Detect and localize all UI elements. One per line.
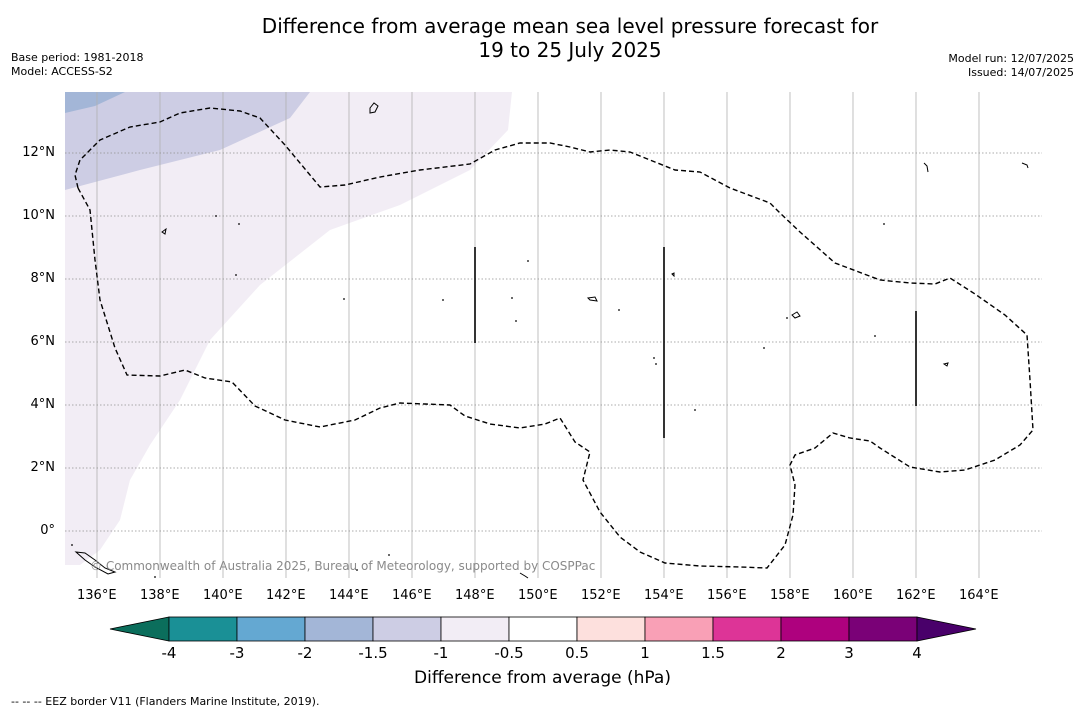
boundary-segments	[474, 247, 917, 438]
colorbar-tick-label: -1.5	[358, 644, 388, 662]
colorbar-tick-label: 2	[776, 644, 786, 662]
colorbar-tick-label: -3	[229, 644, 245, 662]
colorbar-high-extend	[916, 616, 977, 642]
grid-lon	[96, 92, 980, 578]
colorbar-bin-5	[440, 616, 510, 642]
meta-left: Base period: 1981-2018 Model: ACCESS-S2	[11, 51, 143, 79]
lon-label-138: 138°E	[140, 588, 180, 603]
lon-label-148: 148°E	[455, 588, 495, 603]
colorbar-tick-label: -1	[433, 644, 449, 662]
lon-label-140: 140°E	[203, 588, 243, 603]
colorbar-tick-label: -4	[161, 644, 177, 662]
meta-right: Model run: 12/07/2025 Issued: 14/07/2025	[948, 52, 1074, 80]
model-name: Model: ACCESS-S2	[11, 65, 113, 78]
lat-label-10n: 10°N	[22, 208, 55, 223]
colorbar-tick-label: 1.5	[701, 644, 725, 662]
colorbar-tick-label: 1	[640, 644, 650, 662]
eez-border	[74, 107, 1034, 569]
lat-label-0: 0°	[40, 523, 55, 538]
lon-label-158: 158°E	[770, 588, 810, 603]
colorbar-bin-7	[576, 616, 646, 642]
colorbar-bin-10	[780, 616, 850, 642]
model-run: Model run: 12/07/2025	[948, 52, 1074, 65]
island-dots	[71, 215, 885, 578]
colorbar-tick-label: 4	[912, 644, 922, 662]
lon-label-160: 160°E	[833, 588, 873, 603]
colorbar-tick-label: 3	[844, 644, 854, 662]
lat-label-8n: 8°N	[30, 271, 56, 286]
anomaly-region-light	[65, 92, 512, 565]
issued-date: Issued: 14/07/2025	[967, 66, 1074, 79]
lat-label-4n: 4°N	[30, 397, 56, 412]
colorbar-low-extend	[109, 616, 170, 642]
map-title: Difference from average mean sea level p…	[200, 14, 940, 62]
lat-label-2n: 2°N	[30, 460, 56, 475]
colorbar-tick-label: -0.5	[494, 644, 524, 662]
colorbar-bin-4	[372, 616, 442, 642]
title-line-1: Difference from average mean sea level p…	[261, 14, 879, 38]
anomaly-region-mid	[65, 92, 310, 190]
colorbar-bin-1	[168, 616, 238, 642]
colorbar-tick-label: -2	[297, 644, 313, 662]
lat-label-12n: 12°N	[22, 145, 55, 160]
lon-label-146: 146°E	[392, 588, 432, 603]
lon-label-150: 150°E	[518, 588, 558, 603]
colorbar-bin-2	[236, 616, 306, 642]
lon-label-162: 162°E	[896, 588, 936, 603]
lon-label-136: 136°E	[77, 588, 117, 603]
colorbar-bin-11	[848, 616, 918, 642]
lon-label-164: 164°E	[959, 588, 999, 603]
colorbar-title: Difference from average (hPa)	[414, 668, 671, 688]
lon-label-144: 144°E	[329, 588, 369, 603]
colorbar	[109, 616, 977, 642]
eez-footnote: -- -- -- EEZ border V11 (Flanders Marine…	[11, 695, 320, 708]
islands	[74, 102, 1029, 579]
colorbar-tick-label: 0.5	[565, 644, 589, 662]
lon-label-154: 154°E	[644, 588, 684, 603]
lon-label-142: 142°E	[266, 588, 306, 603]
title-line-2: 19 to 25 July 2025	[478, 38, 662, 62]
colorbar-bin-8	[644, 616, 714, 642]
lon-label-156: 156°E	[707, 588, 747, 603]
colorbar-bin-6	[508, 616, 578, 642]
lon-label-152: 152°E	[581, 588, 621, 603]
anomaly-region-strong	[65, 92, 125, 113]
base-period: Base period: 1981-2018	[11, 51, 144, 64]
colorbar-bin-9	[712, 616, 782, 642]
copyright-notice: © Commonwealth of Australia 2025, Bureau…	[90, 559, 596, 573]
lat-label-6n: 6°N	[30, 334, 56, 349]
colorbar-bin-3	[304, 616, 374, 642]
